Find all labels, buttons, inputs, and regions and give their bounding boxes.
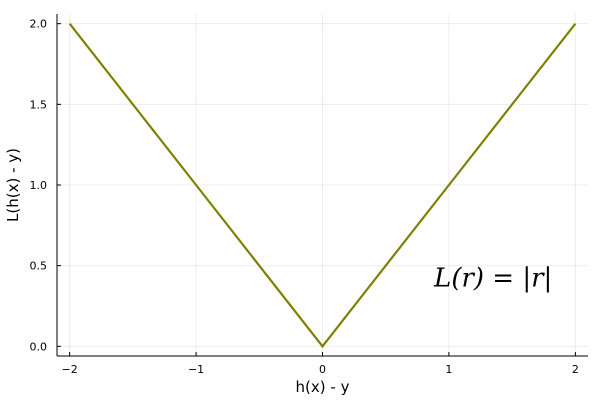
y-tick-label: 1.0	[30, 179, 48, 192]
y-tick-label: 1.5	[30, 98, 48, 111]
x-tick-label: 2	[572, 363, 579, 376]
x-ticks: −2 −1 0 1 2	[62, 352, 579, 376]
x-tick-label: 1	[445, 363, 452, 376]
x-tick-label: 0	[319, 363, 326, 376]
y-tick-label: 0.0	[30, 340, 48, 353]
x-tick-label: −2	[62, 363, 78, 376]
series-line	[68, 23, 577, 349]
series-group	[68, 23, 577, 349]
grid	[57, 14, 588, 356]
y-ticks: 0.0 0.5 1.0 1.5 2.0	[30, 18, 61, 353]
formula-annotation: L(r) = |r|	[433, 264, 552, 294]
x-axis-label: h(x) - y	[296, 378, 350, 396]
y-axis-label: L(h(x) - y)	[4, 148, 22, 222]
y-tick-label: 2.0	[30, 18, 48, 31]
x-tick-label: −1	[188, 363, 204, 376]
y-tick-label: 0.5	[30, 260, 48, 273]
